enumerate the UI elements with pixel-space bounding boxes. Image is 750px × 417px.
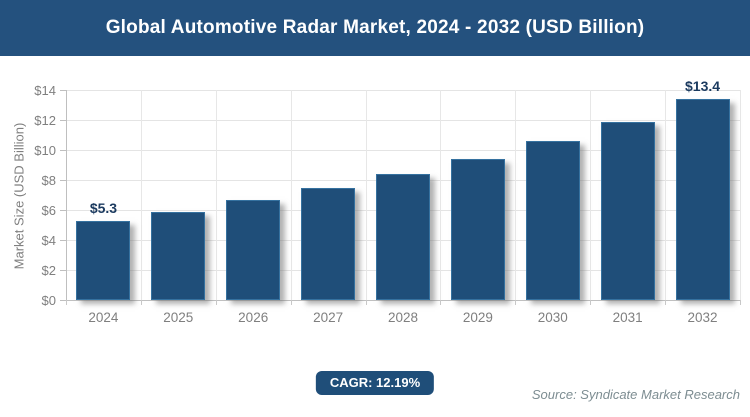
bar-2027 [301, 187, 356, 300]
page-title: Global Automotive Radar Market, 2024 - 2… [105, 17, 645, 38]
bar-2024 [76, 220, 131, 300]
y-tick-mark [60, 90, 66, 91]
y-tick-label: $6 [41, 202, 56, 218]
y-tick-mark [60, 300, 66, 301]
x-tick-label-2028: 2028 [387, 310, 418, 325]
gridline-v [215, 90, 217, 300]
gridline-v [140, 90, 142, 300]
x-tick-label-2026: 2026 [238, 310, 269, 325]
gridline-h-$10 [66, 150, 740, 151]
cagr-badge: CAGR: 12.19% [315, 371, 435, 395]
y-tick-mark [60, 150, 66, 151]
gridline-h-$12 [66, 120, 740, 121]
chart-title-bar: Global Automotive Radar Market, 2024 - 2… [0, 0, 750, 56]
y-tick-label: $10 [34, 142, 56, 158]
x-tick-mark [215, 300, 217, 305]
gridline-v [365, 90, 367, 300]
gridline-v [515, 90, 517, 300]
gridline-v [440, 90, 442, 300]
x-tick-label-2032: 2032 [687, 310, 718, 325]
data-label-2024: $5.3 [89, 199, 118, 216]
bar-2030 [525, 141, 580, 300]
gridline-v [740, 90, 741, 300]
x-tick-label-2030: 2030 [537, 310, 568, 325]
source-attribution: Source: Syndicate Market Research [531, 387, 740, 402]
x-tick-mark [140, 300, 142, 305]
y-tick-label: $8 [41, 172, 56, 188]
bar-2026 [226, 199, 281, 300]
data-label-2032: $13.4 [685, 78, 721, 94]
bar-2029 [450, 159, 505, 300]
x-tick-label-2031: 2031 [612, 310, 643, 325]
y-tick-mark [60, 240, 66, 241]
x-tick-mark [66, 300, 67, 305]
x-tick-mark [665, 300, 667, 305]
gridline-v [665, 90, 667, 300]
x-tick-mark [515, 300, 517, 305]
x-tick-mark [440, 300, 442, 305]
y-tick-mark [60, 210, 66, 211]
x-tick-label-2027: 2027 [313, 310, 344, 325]
x-tick-label-2025: 2025 [163, 310, 194, 325]
x-tick-label-2029: 2029 [462, 310, 493, 325]
x-tick-label-2024: 2024 [88, 310, 119, 325]
y-tick-mark [60, 270, 66, 271]
bar-2031 [600, 121, 655, 300]
gridline-h-$14 [66, 90, 740, 91]
y-tick-label: $12 [34, 112, 56, 128]
y-tick-mark [60, 120, 66, 121]
bar-2032 [675, 99, 730, 300]
bar-2028 [376, 174, 430, 300]
y-axis-line [66, 90, 67, 300]
y-tick-mark [60, 180, 66, 181]
y-tick-label: $14 [34, 82, 56, 98]
x-tick-mark [740, 300, 741, 305]
x-tick-mark [290, 300, 292, 305]
plot-area [60, 90, 741, 305]
gridline-h-$0 [66, 300, 740, 301]
y-tick-label: $0 [41, 292, 56, 308]
gridline-v [590, 90, 592, 300]
y-tick-label: $2 [41, 262, 56, 278]
bar-2025 [151, 211, 206, 300]
x-tick-mark [590, 300, 592, 305]
y-tick-label: $4 [41, 232, 56, 248]
gridline-v [290, 90, 292, 300]
x-tick-mark [365, 300, 367, 305]
